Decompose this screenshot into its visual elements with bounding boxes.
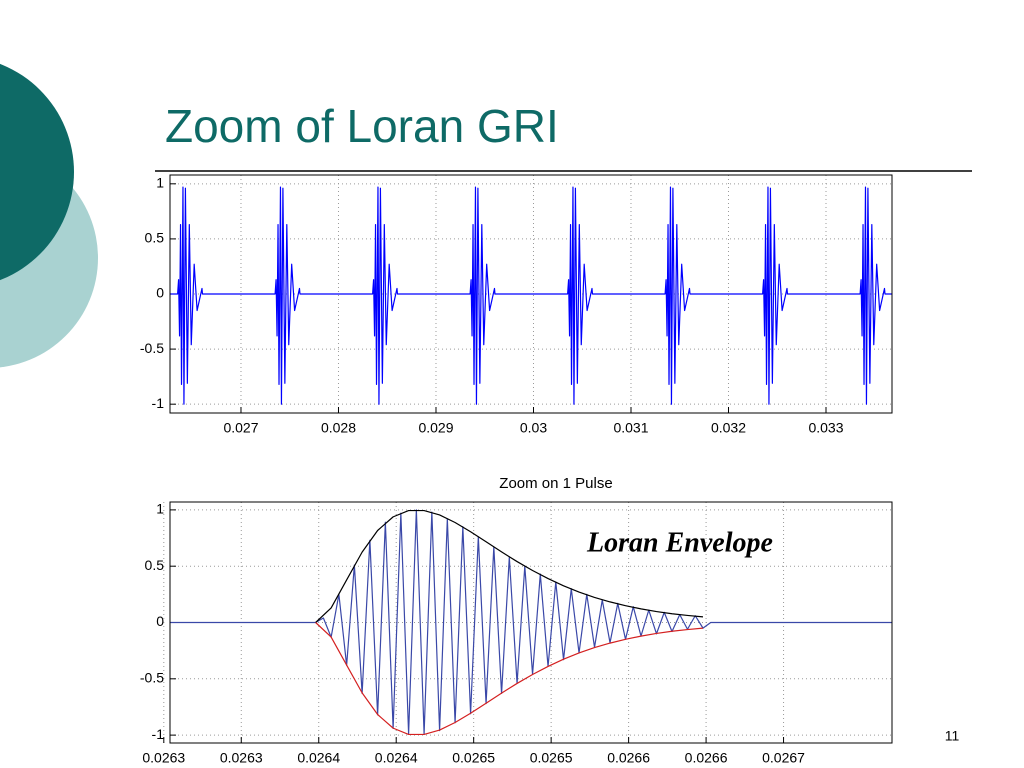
annotation: Loran Envelope [586, 527, 773, 558]
slide-title: Zoom of Loran GRI [165, 100, 559, 152]
signal-line [170, 186, 892, 405]
x-tick-label: 0.0267 [762, 750, 805, 766]
x-tick-label: 0.03 [520, 420, 547, 436]
y-tick-label: 0.5 [145, 230, 165, 246]
y-tick-label: -0.5 [140, 340, 164, 356]
chart-title: Zoom on 1 Pulse [499, 475, 612, 492]
x-tick-label: 0.0266 [685, 750, 728, 766]
x-tick-label: 0.0264 [375, 750, 418, 766]
x-tick-label: 0.028 [321, 420, 356, 436]
slide-number: 11 [945, 728, 960, 744]
y-tick-label: -0.5 [140, 670, 164, 686]
plot-frame [169, 501, 893, 744]
x-tick-label: 0.0265 [530, 750, 573, 766]
y-tick-label: -1 [152, 726, 165, 742]
x-tick-label: 0.032 [711, 420, 746, 436]
x-tick-label: 0.027 [223, 420, 258, 436]
x-tick-label: 0.0265 [452, 750, 495, 766]
signal-line [170, 509, 892, 735]
decor-circle-dark [0, 63, 74, 281]
x-tick-label: 0.031 [613, 420, 648, 436]
plot-frame [169, 174, 893, 414]
x-tick-label: 0.0263 [142, 750, 185, 766]
x-tick-label: 0.0264 [297, 750, 340, 766]
y-tick-label: 0 [156, 613, 164, 629]
x-tick-label: 0.0263 [220, 750, 263, 766]
y-tick-label: -1 [152, 395, 165, 411]
y-tick-label: 1 [156, 175, 164, 191]
signal-line [315, 622, 704, 736]
x-tick-label: 0.0266 [607, 750, 650, 766]
x-tick-label: 0.029 [418, 420, 453, 436]
signal-line [315, 509, 704, 623]
x-tick-label: 0.033 [808, 420, 843, 436]
y-tick-label: 0 [156, 285, 164, 301]
y-tick-label: 1 [156, 501, 164, 517]
y-tick-label: 0.5 [145, 557, 165, 573]
